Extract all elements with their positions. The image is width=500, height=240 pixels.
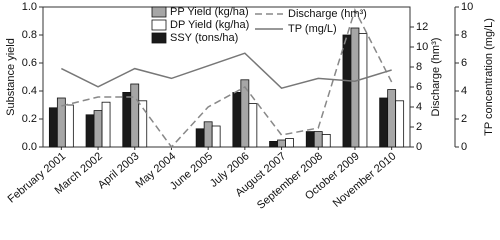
y3-tick-label: 6 [461,57,467,69]
bar [93,110,103,148]
bar [305,131,315,148]
y-tick-label: 0.0 [22,141,37,153]
bar [248,103,258,148]
legend-swatch [151,6,167,18]
y-tick-label: 1.0 [22,1,37,13]
y-tick-label: 0.8 [22,29,37,41]
y3-axis-title: TP concentration (mg/L) [483,18,495,136]
x-tick-label: February 2001 [6,150,69,205]
y-tick-label: 0.2 [22,113,37,125]
y2-tick-label: 10 [416,41,428,53]
y3-tick-label: 8 [461,29,467,41]
bar [395,100,405,148]
bar [232,92,242,148]
bar [64,104,74,148]
y2-tick-label: 12 [416,21,428,33]
line [61,8,393,149]
y2-axis-title: Discharge (hm³) [430,38,442,117]
bar [342,34,352,148]
legend-swatch [151,19,167,31]
line [61,52,392,90]
legend-label: Discharge (hm³) [288,8,367,20]
legend-label: DP Yield (kg/ha) [170,19,249,31]
y-tick-label: 0.6 [22,57,37,69]
bar [203,121,213,148]
y3-tick-label: 0 [461,141,467,153]
bar [358,33,368,148]
bar [85,114,95,148]
bar [321,133,331,148]
bar [101,101,111,148]
y3-tick-label: 2 [461,113,467,125]
bar [138,100,148,148]
bar [122,92,132,148]
legend-label: TP (mg/L) [288,23,337,35]
y-axis-title: Substance yield [5,38,17,116]
y3-tick-label: 10 [461,1,473,13]
y3-tick-label: 4 [461,85,467,97]
y2-tick-label: 2 [416,121,422,133]
legend-swatch [151,32,167,44]
plot-frame [42,6,411,148]
legend-label: SSY (tons/ha) [170,32,238,44]
bar [285,138,294,148]
y2-tick-label: 0 [416,141,422,153]
y2-tick-label: 8 [416,61,422,73]
bar [130,83,140,148]
bar [48,107,58,148]
bar [379,97,389,148]
bar [387,89,397,148]
bar [269,140,278,148]
legend-label: PP Yield (kg/ha) [170,6,249,18]
y2-tick-label: 4 [416,101,422,113]
bar [313,131,323,148]
bar [277,139,286,148]
chart: Substance yield Discharge (hm³) TP conce… [5,1,495,212]
y-tick-label: 0.4 [22,85,37,97]
x-tick-label: September 2008 [255,150,325,211]
x-tick-label: April 2003 [96,150,142,191]
bar [195,128,205,148]
y2-tick-label: 6 [416,81,422,93]
x-tick-label: November 2010 [331,150,399,210]
bar [211,125,221,148]
bar [350,27,360,148]
